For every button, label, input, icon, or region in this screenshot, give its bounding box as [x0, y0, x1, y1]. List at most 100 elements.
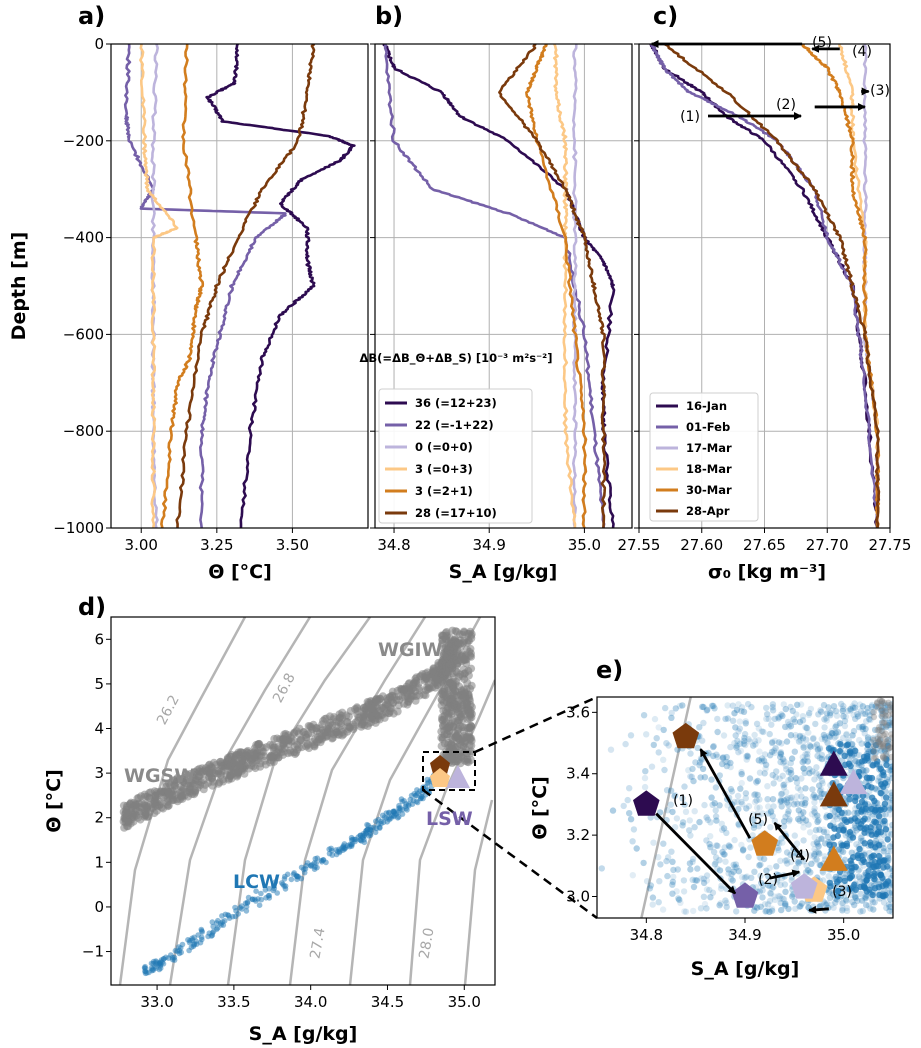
lcw-point	[826, 732, 833, 739]
lcw-point	[852, 757, 859, 765]
lcw-point	[750, 821, 758, 828]
lcw-point	[295, 873, 302, 880]
lcw-point	[779, 895, 786, 902]
lcw-point	[718, 882, 725, 889]
lcw-point	[851, 704, 859, 711]
lcw-point	[663, 740, 670, 747]
lcw-point	[837, 741, 844, 748]
wgiw-point	[876, 732, 884, 739]
wgsw-point	[344, 724, 353, 733]
lcw-point	[665, 742, 672, 749]
lcw-point	[797, 733, 804, 741]
lcw-point	[743, 753, 750, 760]
lcw-point	[784, 860, 791, 867]
lcw-point	[771, 896, 779, 903]
lcw-point	[821, 736, 829, 743]
lcw-point	[783, 857, 790, 864]
water-mass-wgsw: WGSW	[124, 765, 195, 787]
lcw-point	[672, 792, 679, 799]
lcw-point	[831, 734, 838, 741]
lcw-point	[881, 817, 888, 825]
lcw-point	[723, 903, 730, 911]
lcw-point	[825, 704, 832, 711]
lcw-point	[653, 735, 660, 742]
wgiw-point	[879, 753, 887, 760]
lcw-point	[836, 720, 844, 727]
lcw-point	[697, 905, 705, 912]
lcw-point	[720, 732, 728, 739]
lcw-point	[870, 748, 877, 755]
lcw-point	[690, 777, 697, 785]
lcw-point	[731, 836, 738, 844]
profile-triangle	[819, 781, 848, 807]
lcw-point	[701, 900, 709, 908]
lcw-point	[886, 843, 893, 850]
wgsw-point	[333, 728, 342, 736]
wgiw-point	[879, 710, 886, 718]
panel-a-ylabel: Depth [m]	[8, 232, 30, 341]
lcw-point	[879, 700, 886, 707]
lcw-point	[768, 885, 776, 892]
lcw-point	[818, 735, 825, 743]
lcw-point	[839, 907, 846, 914]
lcw-point	[607, 746, 615, 753]
ts-arrow	[773, 821, 806, 861]
lcw-point	[854, 713, 862, 720]
lcw-point	[768, 739, 776, 747]
lcw-point	[801, 756, 808, 764]
lcw-point	[725, 866, 732, 873]
lcw-point	[746, 738, 753, 745]
wgsw-point	[250, 751, 259, 760]
lcw-point	[282, 883, 289, 889]
lcw-point	[274, 890, 281, 896]
lcw-point	[711, 800, 718, 807]
zoom-connector-top	[474, 695, 598, 754]
lcw-point	[838, 847, 845, 855]
lcw-point	[802, 785, 809, 792]
lcw-point	[713, 817, 720, 824]
wgsw-point	[178, 792, 187, 801]
lcw-point	[878, 723, 885, 731]
ytick-label: 2	[94, 809, 104, 827]
lcw-point	[880, 893, 887, 900]
wgiw-point	[887, 707, 893, 714]
lcw-point	[743, 873, 751, 880]
lcw-point	[883, 761, 890, 769]
lcw-point	[781, 881, 789, 888]
lcw-point	[886, 706, 893, 713]
panel-b-legend-title: ΔB(=ΔB_Θ+ΔB_S) [10⁻³ m²s⁻²]	[360, 351, 553, 366]
panel-b-frame	[374, 43, 633, 529]
wgiw-point	[877, 702, 885, 710]
lcw-point	[883, 871, 891, 878]
lcw-point	[864, 709, 871, 716]
lcw-point	[351, 836, 358, 843]
lcw-point	[153, 959, 160, 965]
lcw-point	[669, 881, 676, 888]
lcw-point	[650, 741, 657, 749]
xtick-label: 27.65	[743, 536, 786, 554]
wgsw-point	[415, 684, 424, 693]
panel-c-legend: 16-Jan 01-Feb 17-Mar 18-Mar 30-Mar 28-Apr	[649, 392, 759, 522]
wgiw-point	[883, 750, 890, 757]
wgiw-point	[875, 738, 882, 745]
annotation-label: (5)	[812, 35, 832, 51]
profile-line-3-2-1-	[525, 44, 588, 528]
lcw-point	[849, 732, 856, 739]
profile-marker	[446, 765, 470, 788]
lcw-point	[782, 813, 789, 821]
lcw-point	[852, 715, 859, 722]
lcw-point	[818, 835, 825, 842]
lcw-point	[851, 901, 858, 909]
lcw-point	[727, 843, 734, 851]
lcw-point	[364, 821, 370, 828]
lcw-point	[751, 791, 758, 798]
profile-line-28-apr	[175, 44, 316, 528]
lcw-point	[797, 902, 804, 910]
lcw-point	[839, 707, 846, 714]
lcw-point	[755, 737, 762, 744]
lcw-point	[733, 706, 741, 714]
wgsw-point	[191, 768, 200, 777]
lcw-point	[823, 900, 831, 907]
lcw-point	[775, 714, 782, 721]
lcw-point	[687, 750, 694, 757]
